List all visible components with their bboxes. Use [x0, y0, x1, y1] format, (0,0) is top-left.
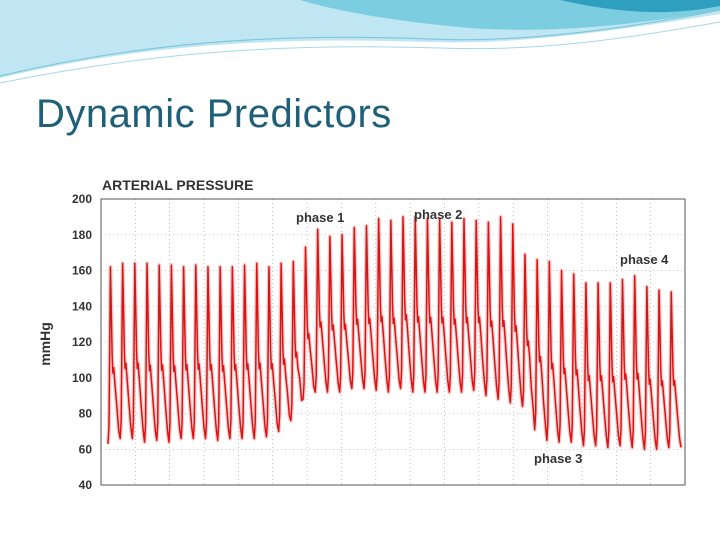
y-tick-label-120: 120 [72, 335, 92, 349]
y-tick-label-200: 200 [72, 192, 92, 206]
pressure-trace [106, 214, 683, 452]
y-tick-label-160: 160 [72, 264, 92, 278]
banner-wave-line-1 [0, 9, 720, 77]
annotation-phase-2: phase 2 [414, 207, 462, 222]
chart-svg: ARTERIAL PRESSURE mmHg 200 180 160 140 120 10… [37, 177, 686, 492]
annotation-phase-1: phase 1 [296, 210, 344, 225]
annotation-phase-4: phase 4 [620, 252, 669, 267]
y-tick-label-60: 60 [79, 442, 93, 456]
pressure-trace-line [107, 216, 682, 450]
plot-frame [100, 198, 686, 486]
slide-title: Dynamic Predictors [36, 92, 392, 136]
y-tick-label-100: 100 [72, 371, 92, 385]
arterial-pressure-chart: ARTERIAL PRESSURE mmHg 200 180 160 140 120 10… [36, 172, 692, 498]
banner-wave-line-2 [0, 21, 720, 84]
y-tick-labels: 200 180 160 140 120 100 80 60 40 [72, 192, 92, 492]
banner-wave-dark [560, 0, 720, 13]
y-tick-label-80: 80 [79, 407, 93, 421]
y-tick-label-40: 40 [79, 478, 93, 492]
y-tick-label-180: 180 [72, 228, 92, 242]
header-wave-banner [0, 0, 720, 84]
y-tick-label-140: 140 [72, 299, 92, 313]
annotation-phase-3: phase 3 [534, 451, 582, 466]
chart-title: ARTERIAL PRESSURE [102, 177, 253, 193]
y-axis-label: mmHg [37, 322, 53, 366]
